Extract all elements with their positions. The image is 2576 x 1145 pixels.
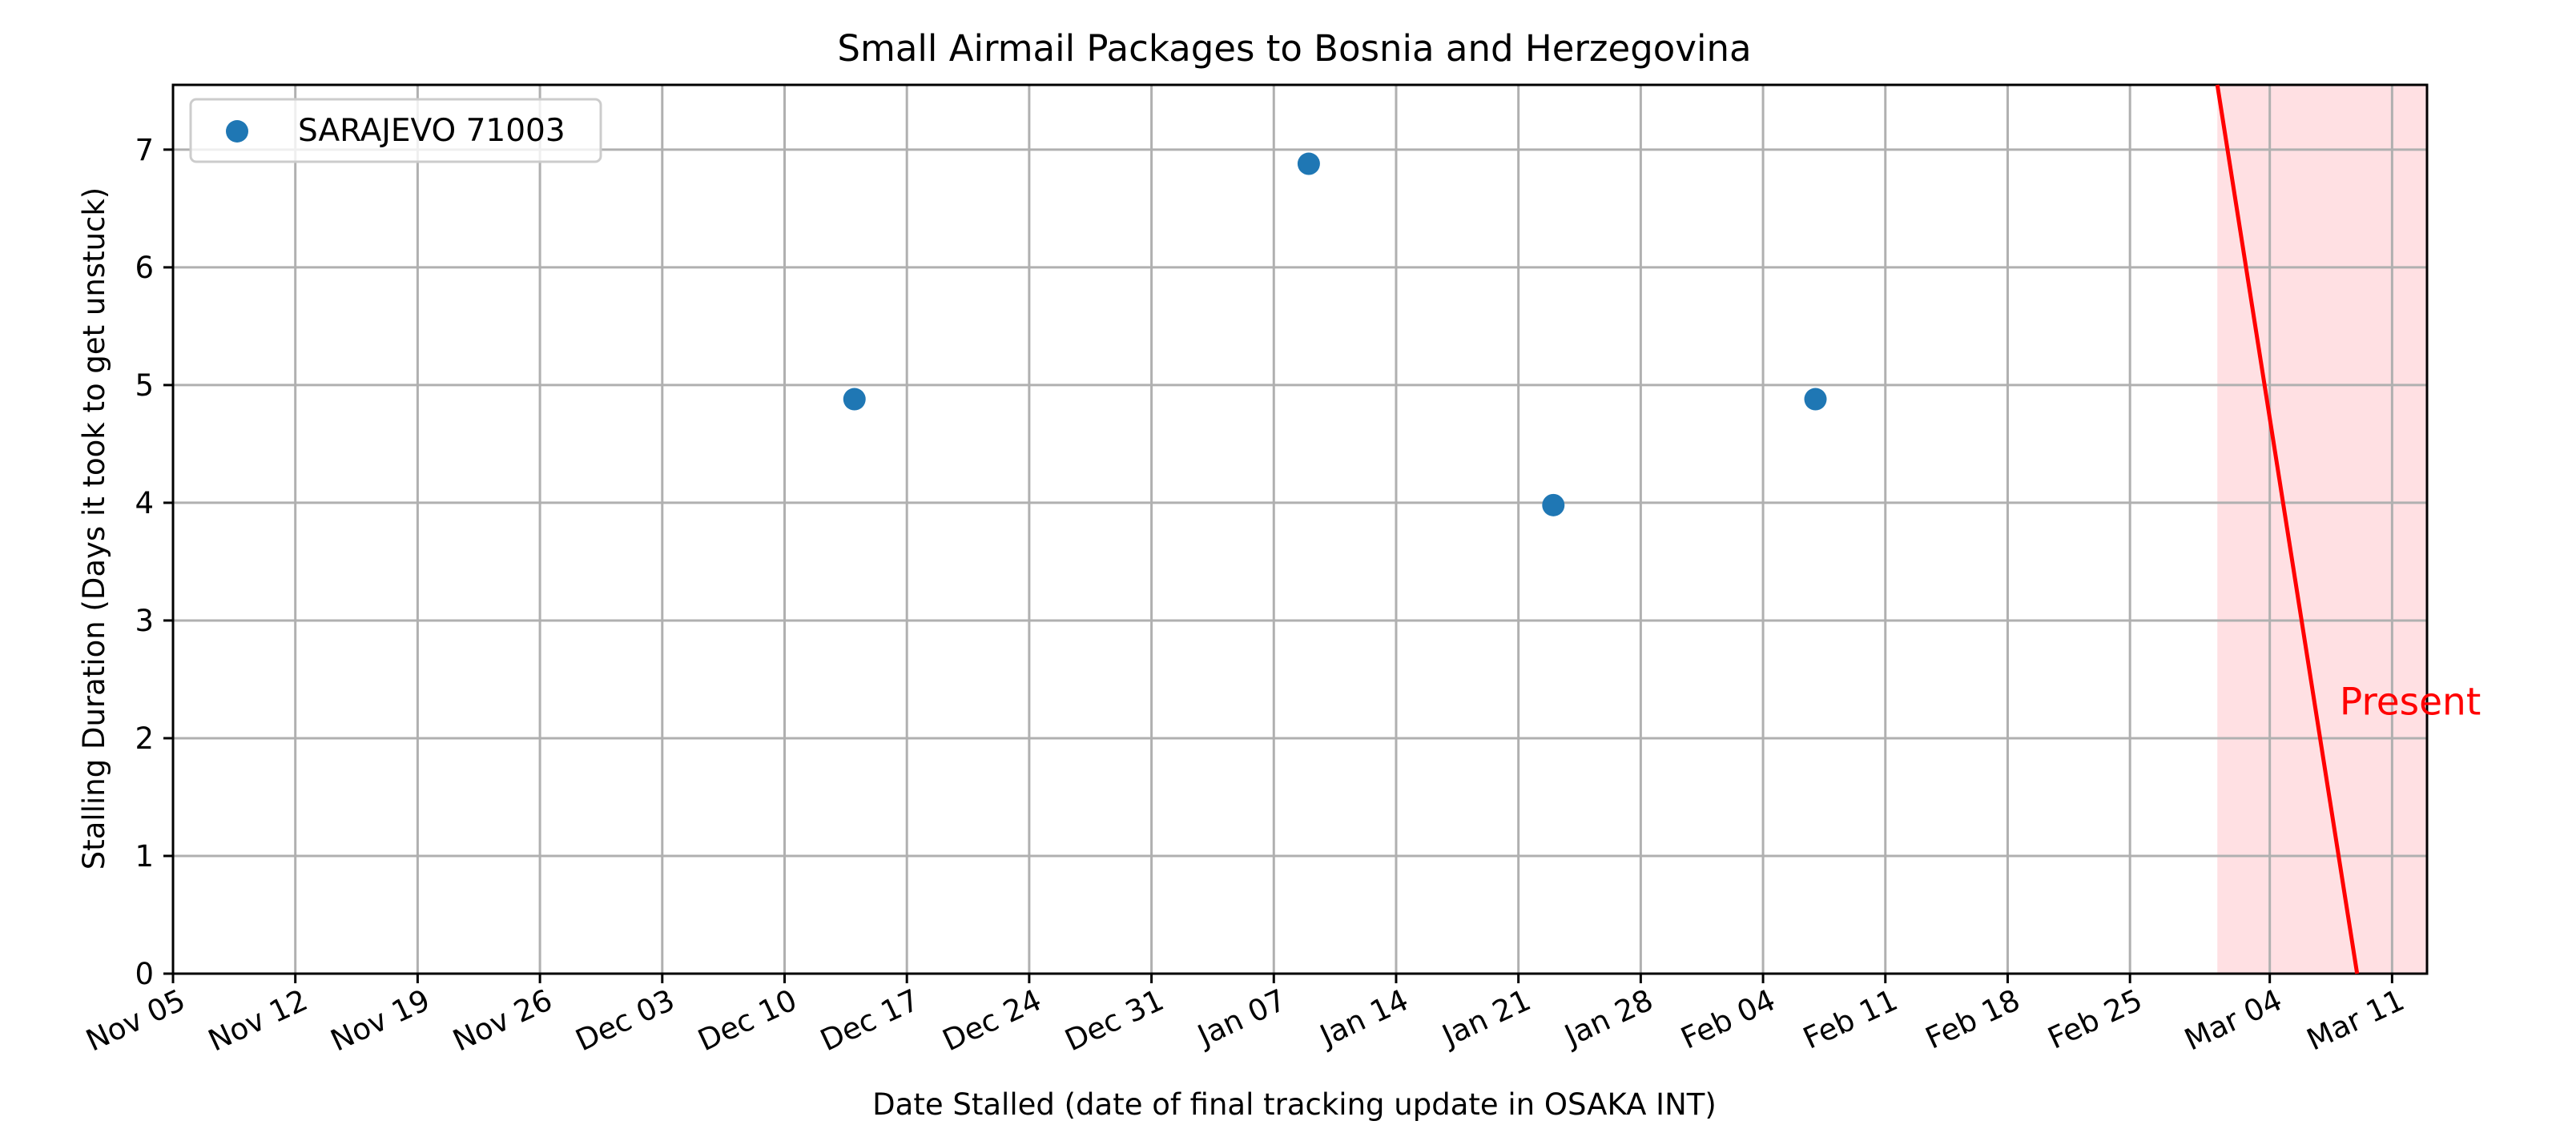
- plot-frame: [171, 83, 2429, 975]
- y-tick-label: 4: [135, 486, 154, 520]
- y-tick-label: 7: [135, 133, 154, 167]
- legend-marker: [226, 120, 248, 143]
- data-point: [1804, 388, 1827, 411]
- y-tick-label: 1: [135, 839, 154, 874]
- legend-box: [189, 98, 602, 163]
- y-tick-label: 2: [135, 721, 154, 756]
- x-axis-label: Date Stalled (date of final tracking upd…: [872, 1087, 1717, 1122]
- legend-layer: SARAJEVO 71003: [189, 98, 602, 163]
- present-line: [2215, 84, 2360, 974]
- present-label: Present: [2340, 681, 2481, 725]
- data-point: [1297, 152, 1320, 175]
- data-point: [843, 388, 866, 411]
- legend-label: SARAJEVO 71003: [298, 113, 566, 149]
- y-tick-label: 3: [135, 604, 154, 638]
- chart-title: Small Airmail Packages to Bosnia and Her…: [837, 27, 1751, 70]
- y-tick-label: 5: [135, 368, 154, 403]
- y-axis-label: Stalling Duration (Days it took to get u…: [77, 187, 111, 870]
- y-tick-label: 6: [135, 251, 154, 285]
- axes-layer: [171, 83, 2429, 975]
- present-shade-region: [2217, 85, 2427, 974]
- data-point: [1542, 493, 1565, 516]
- marks-layer: Present: [843, 84, 2481, 974]
- present-shade-layer: [2217, 85, 2427, 974]
- y-tick-label: 0: [135, 957, 154, 991]
